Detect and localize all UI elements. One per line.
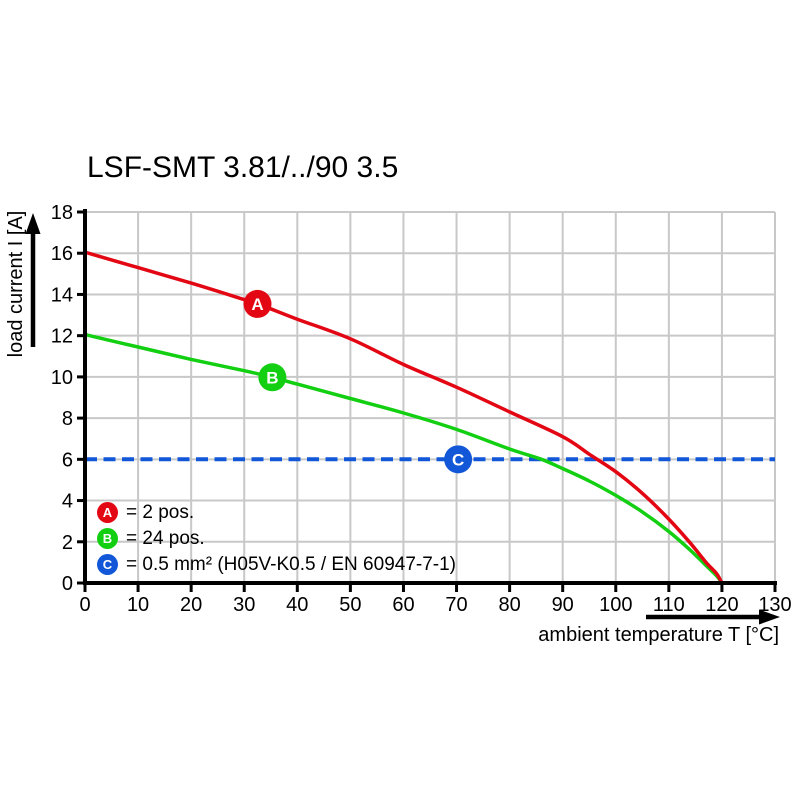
legend-label-c: = 0.5 mm² (H05V-K0.5 / EN 60947-7-1) (126, 554, 457, 575)
legend-badge-1: B (97, 528, 118, 549)
y-tick-label-12: 12 (51, 326, 73, 348)
legend-badge-2: C (97, 554, 118, 575)
x-tick-label-70: 70 (445, 594, 467, 616)
y-axis-label: load current I [A] (5, 211, 27, 358)
y-tick-label-2: 2 (62, 532, 73, 554)
x-tick-label-40: 40 (286, 594, 308, 616)
legend: A = 2 pos. B = 24 pos. C = 0.5 mm² (H05V… (97, 502, 456, 580)
curve-B (84, 332, 724, 585)
marker-C (444, 445, 473, 474)
x-tick-label-130: 130 (758, 594, 791, 616)
legend-item-a: A = 2 pos. (97, 502, 456, 523)
y-tick-label-18: 18 (51, 202, 73, 224)
x-tick-label-50: 50 (339, 594, 361, 616)
curve-markers: A B C (243, 289, 473, 474)
x-tick-label-120: 120 (705, 594, 738, 616)
marker-letter-B: B (266, 368, 278, 387)
y-axis-arrow-icon (25, 213, 41, 347)
y-tick-label-4: 4 (62, 491, 73, 513)
y-tick-label-8: 8 (62, 408, 73, 430)
y-tick-label-14: 14 (51, 284, 73, 306)
marker-letter-C: C (452, 450, 464, 469)
legend-item-b: B = 24 pos. (97, 528, 456, 549)
marker-A (243, 289, 272, 318)
x-axis-label: ambient temperature T [°C] (538, 624, 779, 646)
legend-label-a: = 2 pos. (126, 502, 195, 523)
y-tick-label-6: 6 (62, 449, 73, 471)
x-tick-label-0: 0 (79, 594, 90, 616)
x-axis-arrow-icon (646, 609, 780, 625)
y-tick-label-0: 0 (62, 573, 73, 595)
legend-label-b: = 24 pos. (126, 528, 205, 549)
legend-badge-0: A (97, 502, 118, 523)
axes (77, 209, 777, 592)
x-tick-label-60: 60 (392, 594, 414, 616)
marker-B (258, 363, 287, 392)
y-tick-labels: 0 2 4 6 8 10 12 14 16 18 (51, 202, 73, 595)
legend-item-c: C = 0.5 mm² (H05V-K0.5 / EN 60947-7-1) (97, 554, 456, 575)
x-tick-label-20: 20 (180, 594, 202, 616)
x-tick-label-90: 90 (552, 594, 574, 616)
x-tick-label-110: 110 (653, 594, 685, 616)
x-tick-label-10: 10 (127, 594, 149, 616)
marker-letter-A: A (251, 295, 263, 314)
y-tick-label-10: 10 (51, 367, 73, 389)
x-tick-label-30: 30 (233, 594, 255, 616)
x-tick-labels: 0 10 20 30 40 50 60 70 80 90 100 110 120 130 (79, 594, 791, 616)
x-tick-label-100: 100 (599, 594, 632, 616)
x-tick-label-80: 80 (498, 594, 520, 616)
y-tick-label-16: 16 (51, 243, 73, 265)
chart-title: LSF-SMT 3.81/../90 3.5 (87, 151, 399, 184)
